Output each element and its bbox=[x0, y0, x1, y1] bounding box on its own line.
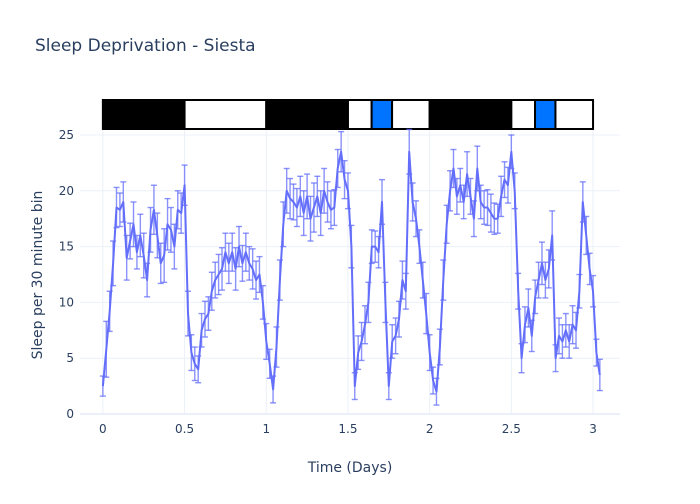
series-line bbox=[101, 150, 601, 393]
y-tick-label: 10 bbox=[59, 295, 74, 309]
light-bar-segment bbox=[428, 99, 513, 130]
tick-labels: 0 0.5 1 1.5 2 2.5 3 0 5 10 15 20 25 bbox=[59, 128, 597, 436]
grid bbox=[80, 130, 620, 415]
y-tick-label: 15 bbox=[59, 240, 74, 254]
y-axis-label: Sleep per 30 minute bin bbox=[30, 191, 46, 360]
light-bar-segment bbox=[183, 99, 268, 130]
chart-title: Sleep Deprivation - Siesta bbox=[35, 36, 256, 56]
x-tick-label: 1 bbox=[262, 422, 270, 436]
x-tick-label: 2 bbox=[426, 422, 434, 436]
light-bar-segment bbox=[510, 99, 537, 130]
light-bar-segment bbox=[554, 99, 595, 130]
x-tick-label: 0 bbox=[99, 422, 107, 436]
x-tick-label: 3 bbox=[589, 422, 597, 436]
x-axis-label: Time (Days) bbox=[307, 460, 393, 476]
light-bar-segment bbox=[265, 99, 349, 130]
y-tick-label: 20 bbox=[59, 184, 74, 198]
x-tick-label: 1.5 bbox=[338, 422, 357, 436]
light-bar-segment bbox=[101, 99, 186, 130]
light-bar-segment bbox=[346, 99, 373, 130]
y-tick-label: 25 bbox=[59, 128, 74, 142]
light-dark-bar bbox=[101, 99, 595, 130]
y-tick-label: 5 bbox=[66, 351, 74, 365]
light-bar-segment bbox=[391, 99, 431, 130]
light-bar-segment bbox=[534, 99, 557, 130]
light-bar-segment bbox=[370, 99, 394, 130]
x-tick-label: 0.5 bbox=[175, 422, 194, 436]
y-tick-label: 0 bbox=[66, 407, 74, 421]
sleep-line bbox=[101, 150, 601, 393]
x-tick-label: 2.5 bbox=[502, 422, 521, 436]
